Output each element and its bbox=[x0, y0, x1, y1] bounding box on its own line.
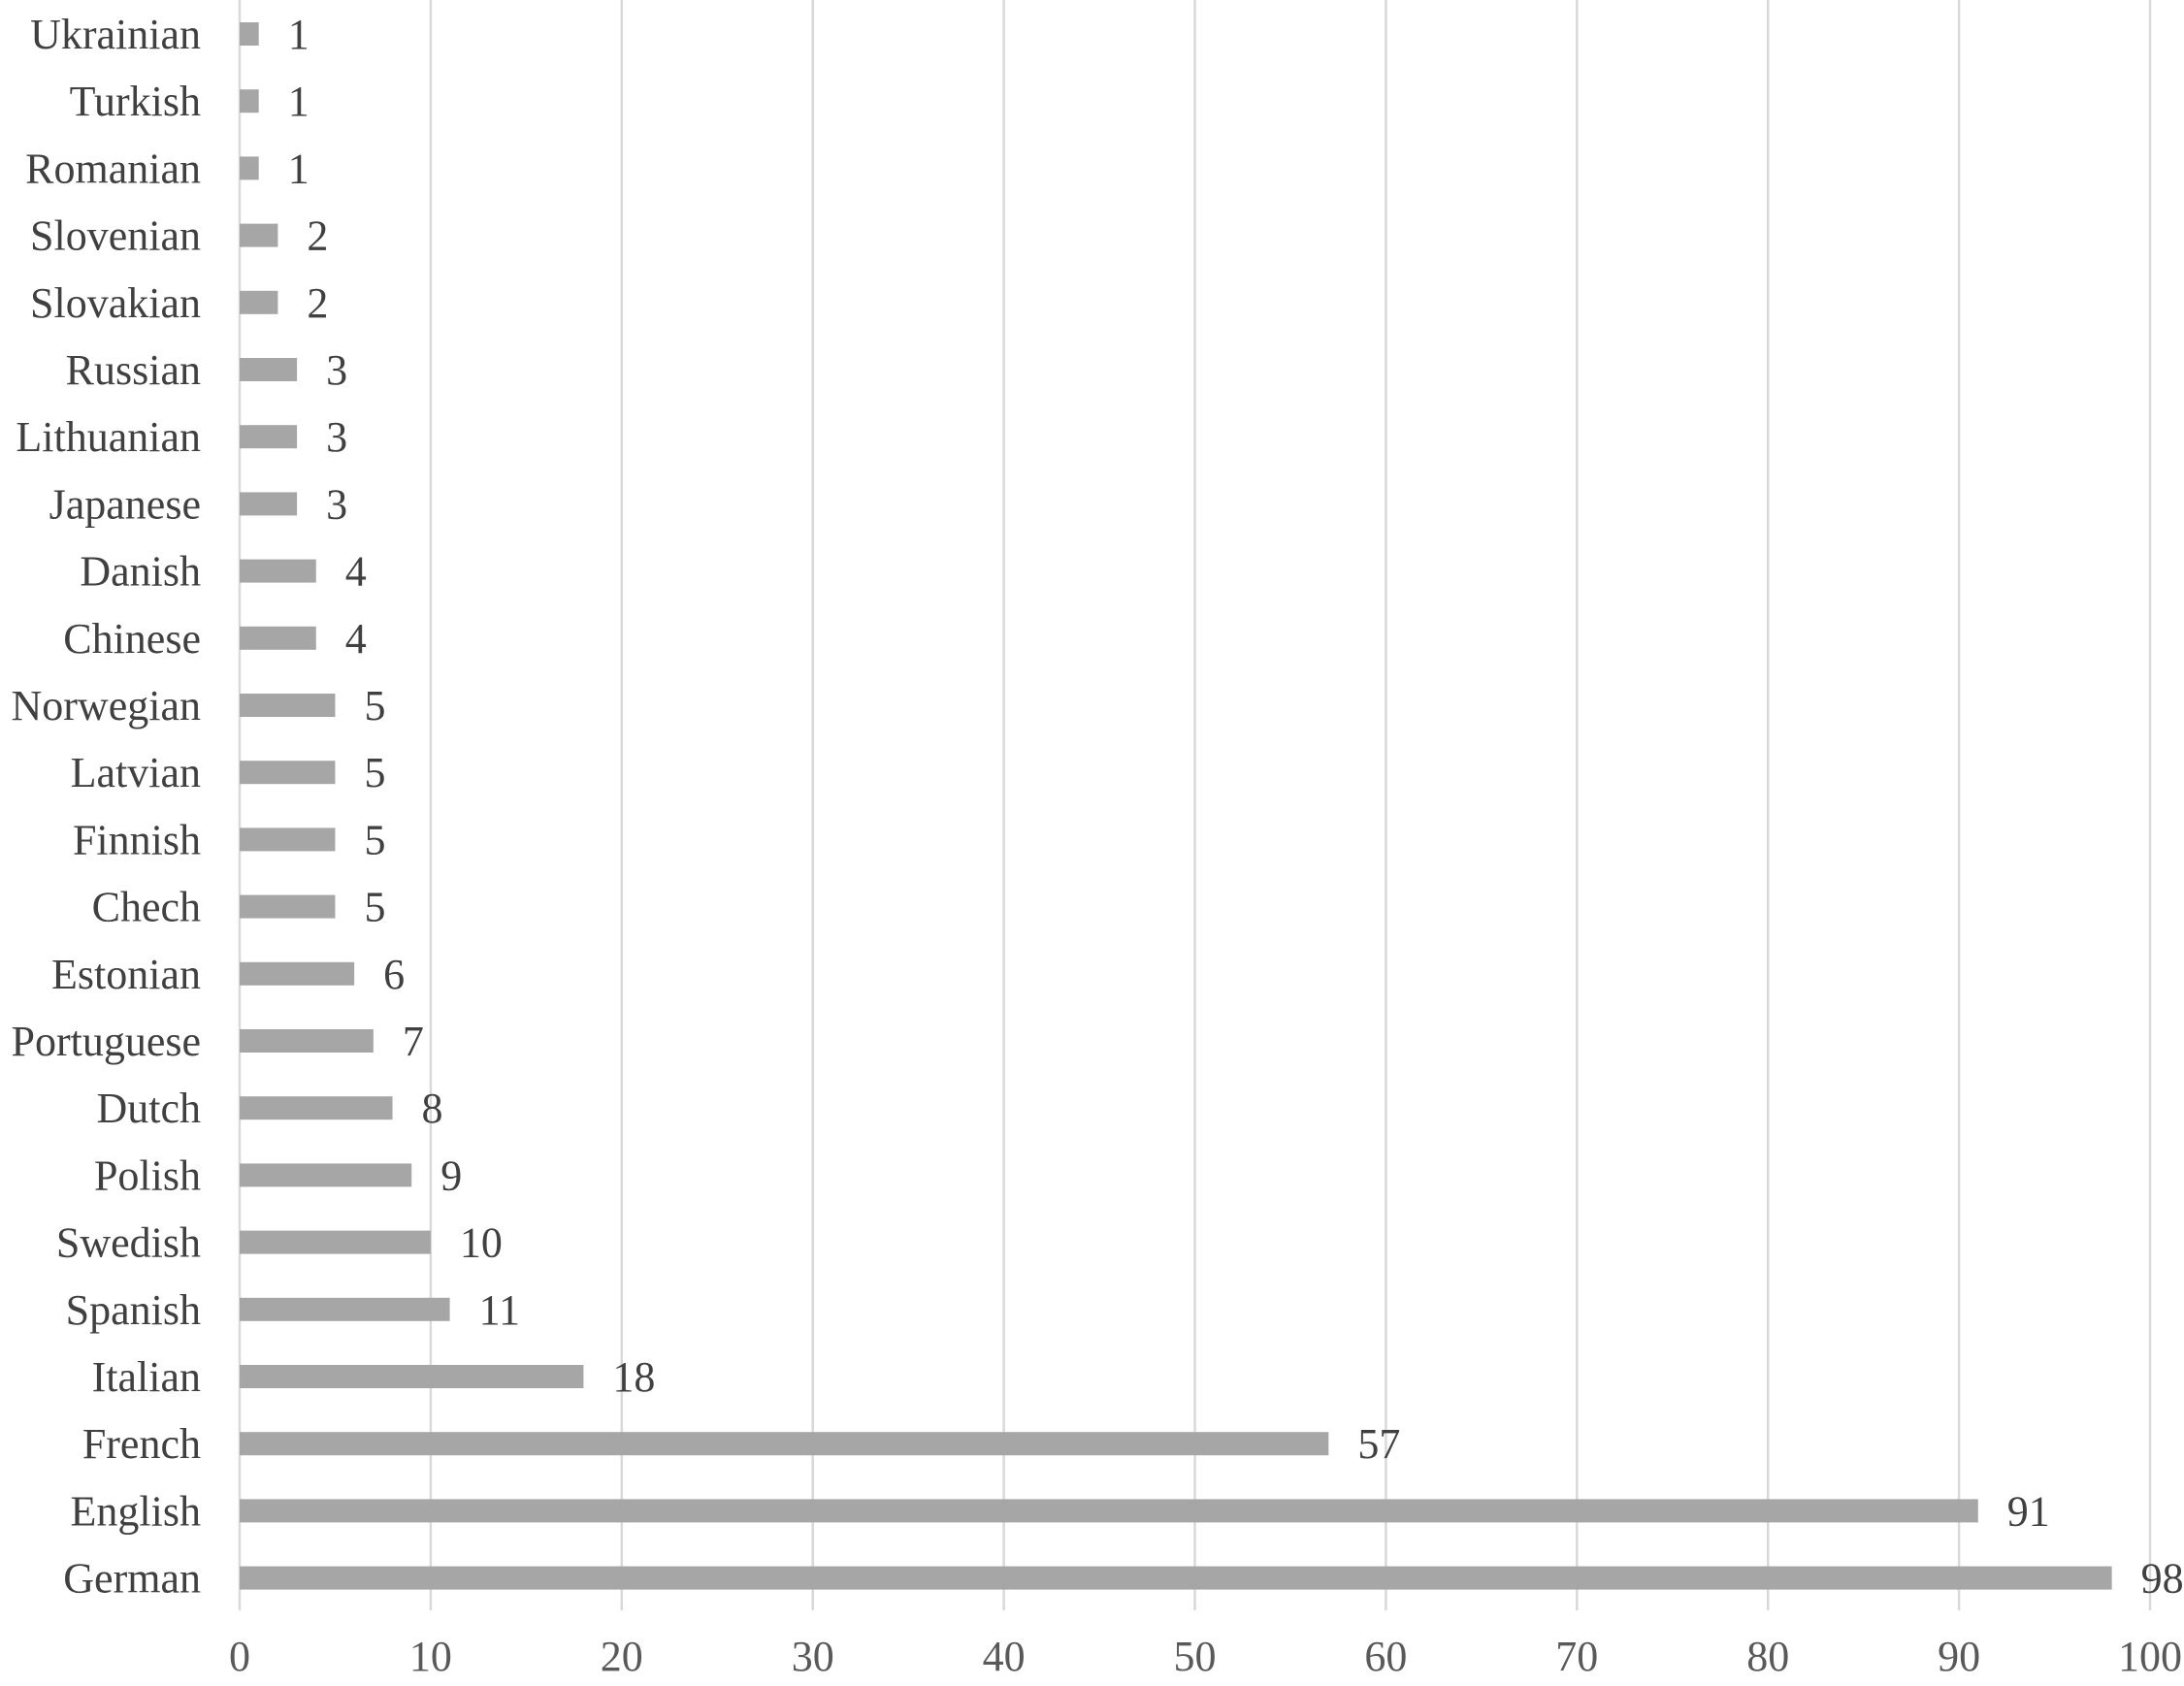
category-label-spanish: Spanish bbox=[66, 1286, 201, 1334]
bar-spanish bbox=[240, 1297, 450, 1321]
bar-russian bbox=[240, 358, 298, 381]
x-tick-label-40: 40 bbox=[983, 1633, 1026, 1680]
x-tick-label-10: 10 bbox=[409, 1633, 452, 1680]
x-tick-label-90: 90 bbox=[1938, 1633, 1980, 1680]
data-label-chinese: 4 bbox=[345, 615, 367, 663]
category-label-estonian: Estonian bbox=[51, 951, 201, 998]
x-tick-label-100: 100 bbox=[2118, 1633, 2182, 1680]
x-tick-label-50: 50 bbox=[1174, 1633, 1217, 1680]
bar-portuguese bbox=[240, 1029, 374, 1053]
category-label-norwegian: Norwegian bbox=[12, 682, 202, 730]
category-label-finnish: Finnish bbox=[73, 816, 201, 863]
category-label-italian: Italian bbox=[92, 1353, 201, 1401]
bar-romanian bbox=[240, 156, 259, 180]
category-label-russian: Russian bbox=[66, 346, 201, 394]
data-label-russian: 3 bbox=[326, 346, 347, 394]
gridlines bbox=[238, 0, 2152, 1610]
data-label-lithuanian: 3 bbox=[326, 413, 347, 461]
data-label-slovakian: 2 bbox=[307, 279, 328, 327]
bar-german bbox=[240, 1566, 2112, 1590]
x-tick-label-70: 70 bbox=[1555, 1633, 1598, 1680]
data-label-norwegian: 5 bbox=[364, 682, 385, 730]
labels: 0 10 20 30 40 50 60 70 80 90 100 Ukrainian 1 Turkish 1… bbox=[11, 11, 2183, 1680]
bar-french bbox=[240, 1432, 1329, 1456]
category-label-japanese: Japanese bbox=[49, 480, 201, 528]
bars bbox=[240, 22, 2112, 1590]
category-label-chech: Chech bbox=[92, 884, 201, 931]
category-label-chinese: Chinese bbox=[63, 615, 201, 663]
data-label-danish: 4 bbox=[345, 548, 367, 596]
data-label-swedish: 10 bbox=[460, 1219, 503, 1267]
data-label-ukrainian: 1 bbox=[288, 11, 310, 58]
data-label-polish: 9 bbox=[440, 1151, 462, 1199]
data-label-romanian: 1 bbox=[288, 145, 310, 192]
bar-chinese bbox=[240, 626, 316, 650]
category-label-romanian: Romanian bbox=[25, 145, 201, 192]
data-label-estonian: 6 bbox=[383, 951, 405, 998]
category-label-ukrainian: Ukrainian bbox=[30, 11, 201, 58]
data-label-latvian: 5 bbox=[364, 749, 385, 796]
bar-polish bbox=[240, 1163, 412, 1187]
bar-ukrainian bbox=[240, 22, 259, 46]
category-label-german: German bbox=[63, 1555, 201, 1603]
category-label-lithuanian: Lithuanian bbox=[16, 413, 201, 461]
category-label-french: French bbox=[82, 1420, 201, 1468]
bar-slovenian bbox=[240, 223, 278, 247]
bar-danish bbox=[240, 559, 316, 583]
bar-turkish bbox=[240, 89, 259, 113]
bar-italian bbox=[240, 1365, 584, 1388]
category-label-danish: Danish bbox=[80, 548, 201, 596]
category-label-slovakian: Slovakian bbox=[30, 279, 201, 327]
data-label-spanish: 11 bbox=[479, 1286, 520, 1334]
data-label-japanese: 3 bbox=[326, 480, 347, 528]
data-label-turkish: 1 bbox=[288, 78, 310, 125]
category-label-english: English bbox=[71, 1487, 201, 1535]
data-label-slovenian: 2 bbox=[307, 212, 328, 260]
category-label-latvian: Latvian bbox=[71, 749, 201, 796]
bar-latvian bbox=[240, 761, 336, 785]
x-tick-label-80: 80 bbox=[1746, 1633, 1789, 1680]
data-label-finnish: 5 bbox=[364, 816, 385, 863]
data-label-portuguese: 7 bbox=[403, 1018, 424, 1065]
data-label-italian: 18 bbox=[612, 1353, 655, 1401]
category-label-swedish: Swedish bbox=[56, 1219, 201, 1267]
bar-japanese bbox=[240, 492, 298, 516]
category-label-portuguese: Portuguese bbox=[11, 1018, 201, 1065]
x-tick-label-20: 20 bbox=[601, 1633, 643, 1680]
bar-lithuanian bbox=[240, 425, 298, 449]
data-label-chech: 5 bbox=[364, 884, 385, 931]
x-tick-label-60: 60 bbox=[1364, 1633, 1407, 1680]
bar-english bbox=[240, 1499, 1978, 1523]
bar-swedish bbox=[240, 1230, 431, 1254]
bar-estonian bbox=[240, 961, 355, 986]
category-label-polish: Polish bbox=[94, 1151, 201, 1199]
x-tick-label-30: 30 bbox=[792, 1633, 834, 1680]
data-label-french: 57 bbox=[1357, 1420, 1400, 1468]
bar-finnish bbox=[240, 827, 336, 852]
category-label-slovenian: Slovenian bbox=[30, 212, 201, 260]
data-label-english: 91 bbox=[2007, 1487, 2050, 1535]
bar-chech bbox=[240, 894, 336, 919]
data-label-dutch: 8 bbox=[422, 1085, 443, 1132]
category-label-dutch: Dutch bbox=[96, 1085, 201, 1132]
x-tick-label-0: 0 bbox=[229, 1633, 250, 1680]
category-label-turkish: Turkish bbox=[70, 78, 201, 125]
bar-norwegian bbox=[240, 694, 336, 717]
bar-slovakian bbox=[240, 290, 278, 314]
bar-dutch bbox=[240, 1096, 393, 1120]
data-label-german: 98 bbox=[2141, 1555, 2184, 1603]
